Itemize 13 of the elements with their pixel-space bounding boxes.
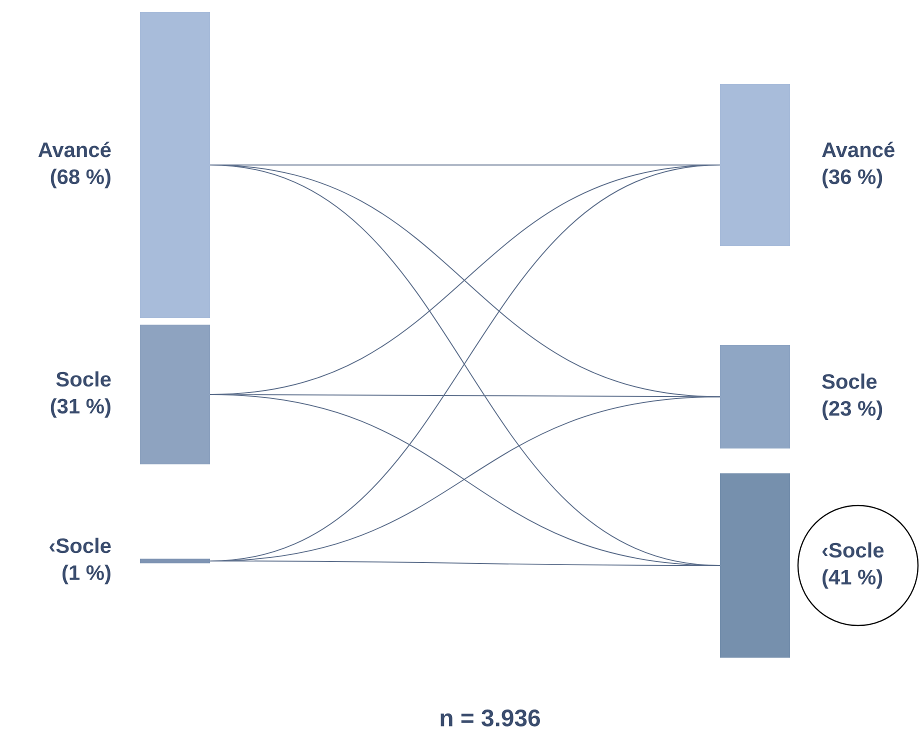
data-label: (68 %) [50, 168, 110, 188]
category-label: Avancé [38, 142, 111, 158]
data-label: (41 %) [822, 569, 882, 589]
category-label: Socle [56, 371, 111, 387]
category-label: ‹Socle [822, 542, 884, 558]
category-label: Avancé [822, 142, 894, 158]
category-label: Socle [822, 374, 877, 389]
text: n = 3.936 [440, 710, 540, 726]
data-label: (36 %) [822, 168, 882, 188]
category-label: ‹Socle [50, 538, 111, 554]
data-label: (1 %) [62, 564, 110, 584]
data-label: (23 %) [822, 400, 882, 420]
data-label: (31 %) [50, 398, 110, 418]
